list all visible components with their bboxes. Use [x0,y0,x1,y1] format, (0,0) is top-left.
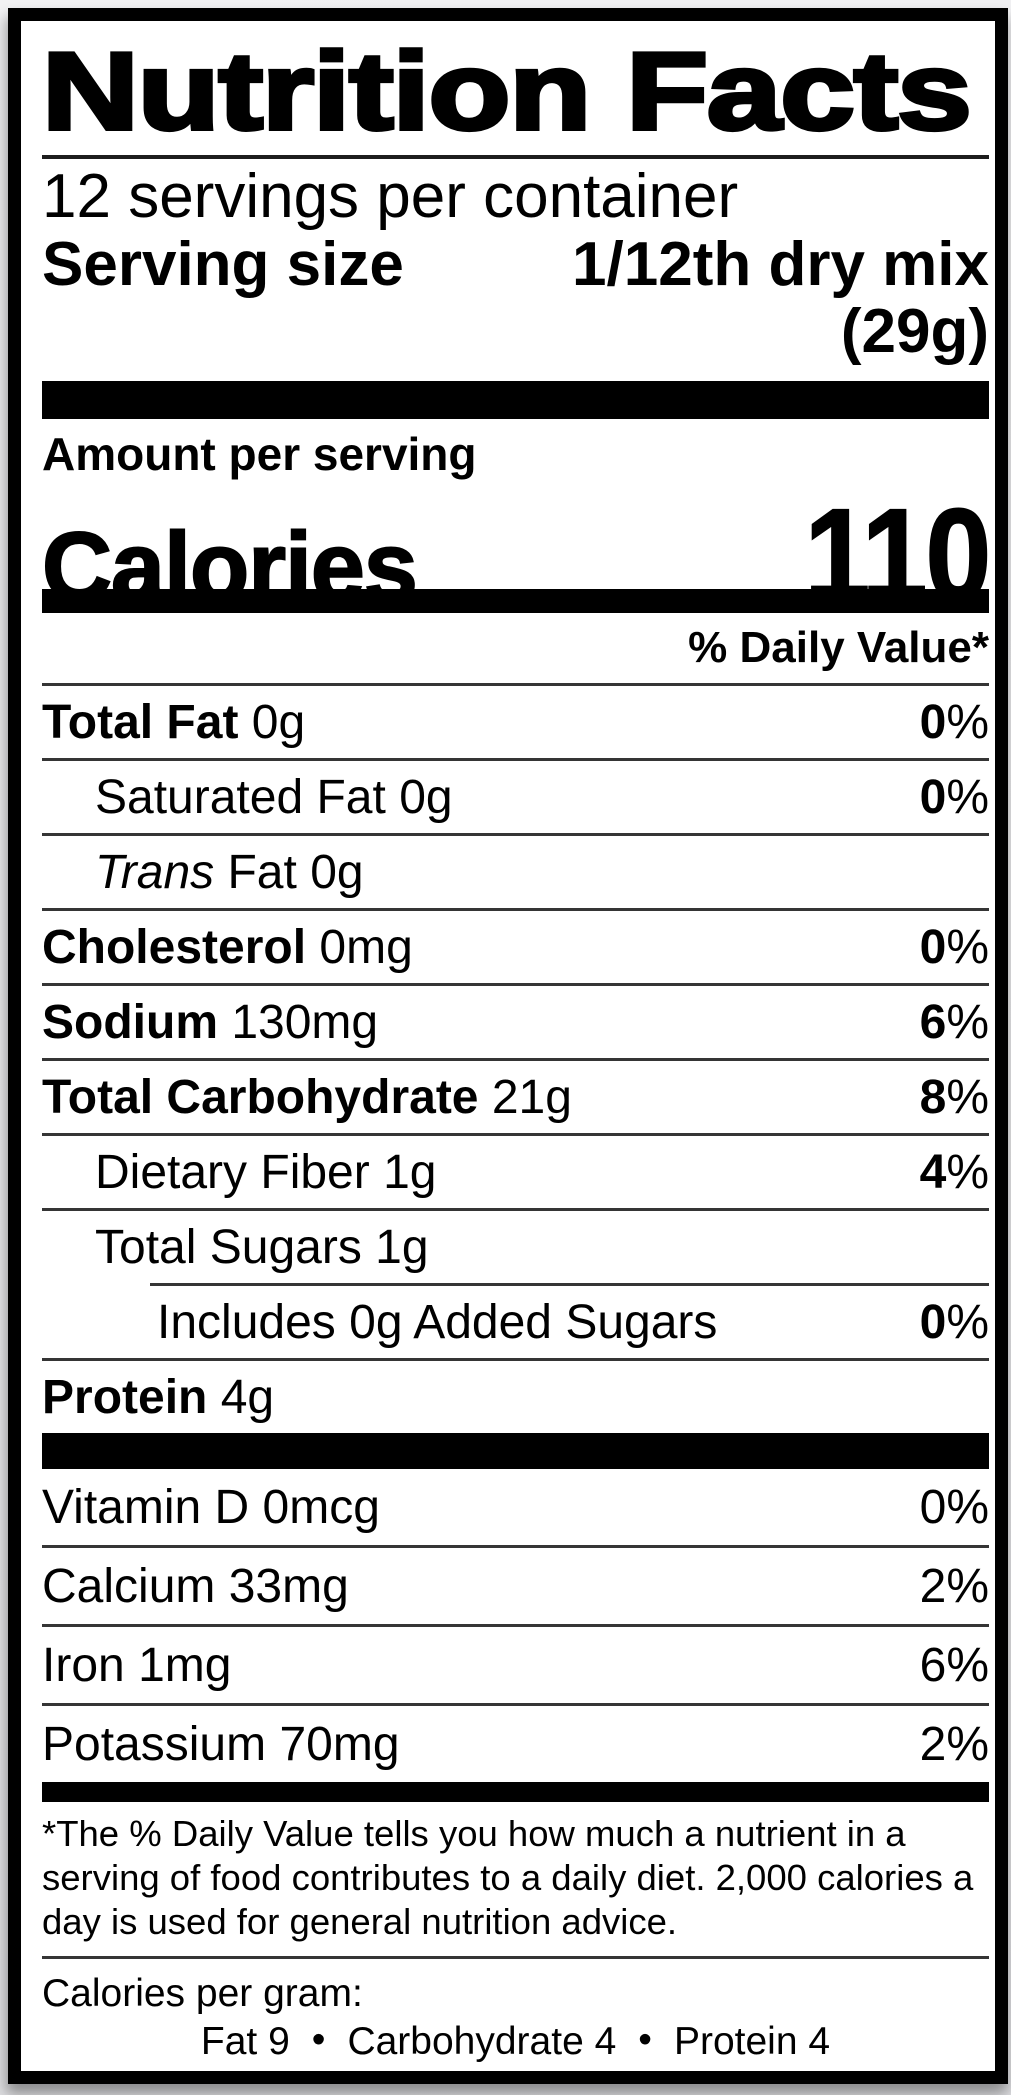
nutrient-amount: 70mg [279,1718,400,1771]
serving-size-value: 1/12th dry mix [572,230,989,299]
nutrient-name: Dietary Fiber [95,1146,370,1199]
nutrient-name: Sodium [42,996,218,1049]
nutrient-amount: 4g [220,1371,275,1424]
nutrient-row-total-carbohydrate: Total Carbohydrate 21g 8% [42,1058,989,1133]
nutrient-name: Cholesterol [42,921,307,974]
calories-per-gram-protein: Protein 4 [673,2020,831,2063]
daily-value-percent: 6% [919,1639,989,1692]
percent-sign: % [946,921,989,974]
daily-value-header: % Daily Value* [688,623,989,672]
medium-separator-bar [42,589,989,613]
nutrient-name: Saturated Fat [95,771,386,824]
servings-per-container: 12 servings per container [42,162,739,231]
nutrient-amount: 21g [491,1071,572,1124]
calories-per-gram-carbohydrate: Carbohydrate 4 [347,2020,617,2063]
calories-per-gram-values: Fat 9 • Carbohydrate 4 • Protein 4 [42,2017,989,2065]
daily-value-percent: 2% [919,1560,989,1613]
daily-value-footnote: *The % Daily Value tells you how much a … [42,1813,974,1942]
nutrient-amount: 0g [251,696,306,749]
nutrient-amount: 0g [310,846,364,899]
vitamin-row-potassium: Potassium 70mg 2% [42,1703,989,1782]
daily-value-percent: 6 [919,996,947,1049]
calories-row: Calories 110 [41,479,992,629]
nutrient-amount: 0g [399,771,453,824]
nutrient-name: Total Fat [42,696,239,749]
nutrient-amount: 1mg [138,1639,232,1692]
serving-size-row: Serving size 1/12th dry mix [42,231,989,299]
nutrition-facts-label: Nutrition Facts 12 servings per containe… [8,8,1008,2084]
nutrient-amount: 0mcg [262,1481,380,1534]
nutrient-amount: 1g [375,1221,429,1274]
bullet-separator: • [638,2018,652,2061]
daily-value-percent: 8 [919,1071,947,1124]
nutrient-name: Vitamin D [42,1481,250,1534]
daily-value-percent: 0% [919,1481,989,1534]
nutrient-name: Protein [42,1371,208,1424]
calories-label: Calories [41,511,419,622]
percent-sign: % [946,996,989,1049]
daily-value-percent: 4 [919,1146,947,1199]
nutrient-name: Total Carbohydrate [42,1071,479,1124]
nutrient-row-saturated-fat: Saturated Fat 0g 0% [42,758,989,833]
nutrient-name: Total Sugars [95,1221,362,1274]
nutrient-amount: 130mg [231,996,379,1049]
daily-value-percent: 0 [919,696,947,749]
indented-divider [150,1283,989,1286]
percent-sign: % [946,696,989,749]
daily-value-percent: 0 [919,1296,947,1349]
serving-size-weight: (29g) [840,297,989,366]
nutrient-name: Potassium [42,1718,267,1771]
thick-separator-bar [42,1433,989,1469]
nutrient-name: Fat [227,846,297,899]
vitamin-row-iron: Iron 1mg 6% [42,1624,989,1703]
bullet-separator: • [311,2018,326,2061]
nutrient-row-total-sugars: Total Sugars 1g [42,1208,989,1283]
nutrient-amount: 1g [383,1146,437,1199]
percent-sign: % [946,1296,989,1349]
percent-sign: % [946,1071,989,1124]
daily-value-percent: 0 [919,921,947,974]
nutrient-row-dietary-fiber: Dietary Fiber 1g 4% [42,1133,989,1208]
vitamin-row-calcium: Calcium 33mg 2% [42,1545,989,1624]
serving-size-label: Serving size [42,230,404,299]
nutrient-name: Iron [42,1639,125,1692]
calories-value: 110 [803,480,991,629]
calories-per-gram-label: Calories per gram: [42,1972,363,2015]
nutrient-row-sodium: Sodium 130mg 6% [42,983,989,1058]
nutrient-row-trans-fat: Trans Fat 0g [42,833,989,908]
percent-sign: % [946,771,989,824]
daily-value-percent: 0 [919,771,947,824]
nutrient-name: Calcium [42,1560,216,1613]
nutrient-row-protein: Protein 4g [42,1358,989,1433]
nutrient-row-cholesterol: Cholesterol 0mg 0% [42,908,989,983]
thick-separator-bar [42,381,989,419]
nutrient-name-italic: Trans [95,846,215,899]
nutrient-row-added-sugars: Includes 0g Added Sugars 0% [42,1286,989,1358]
medium-separator-bar [42,1782,989,1802]
percent-sign: % [946,1146,989,1199]
footer-divider [42,1956,989,1959]
nutrient-amount: 0mg [319,921,413,974]
nutrient-amount: 33mg [228,1560,349,1613]
amount-per-serving-label: Amount per serving [42,428,477,480]
calories-per-gram-fat: Fat 9 [200,2020,290,2063]
daily-value-percent: 2% [919,1718,989,1771]
title-divider [42,155,989,159]
vitamin-row-vitamin-d: Vitamin D 0mcg 0% [42,1469,989,1545]
label-title: Nutrition Facts [40,30,975,153]
nutrient-row-total-fat: Total Fat 0g 0% [42,683,989,758]
nutrient-name: Includes 0g Added Sugars [157,1296,718,1349]
